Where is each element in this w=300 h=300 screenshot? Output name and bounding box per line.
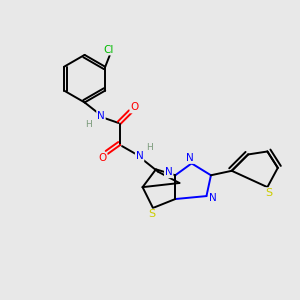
Text: S: S: [265, 188, 272, 198]
Text: H: H: [85, 120, 92, 129]
Text: N: N: [186, 153, 194, 163]
Text: O: O: [98, 153, 106, 163]
Text: N: N: [97, 111, 105, 121]
Text: N: N: [165, 167, 172, 177]
Text: Cl: Cl: [103, 44, 114, 55]
Text: N: N: [136, 151, 143, 161]
Text: N: N: [209, 194, 217, 203]
Text: H: H: [146, 143, 152, 152]
Text: S: S: [148, 209, 155, 220]
Text: O: O: [130, 103, 139, 112]
